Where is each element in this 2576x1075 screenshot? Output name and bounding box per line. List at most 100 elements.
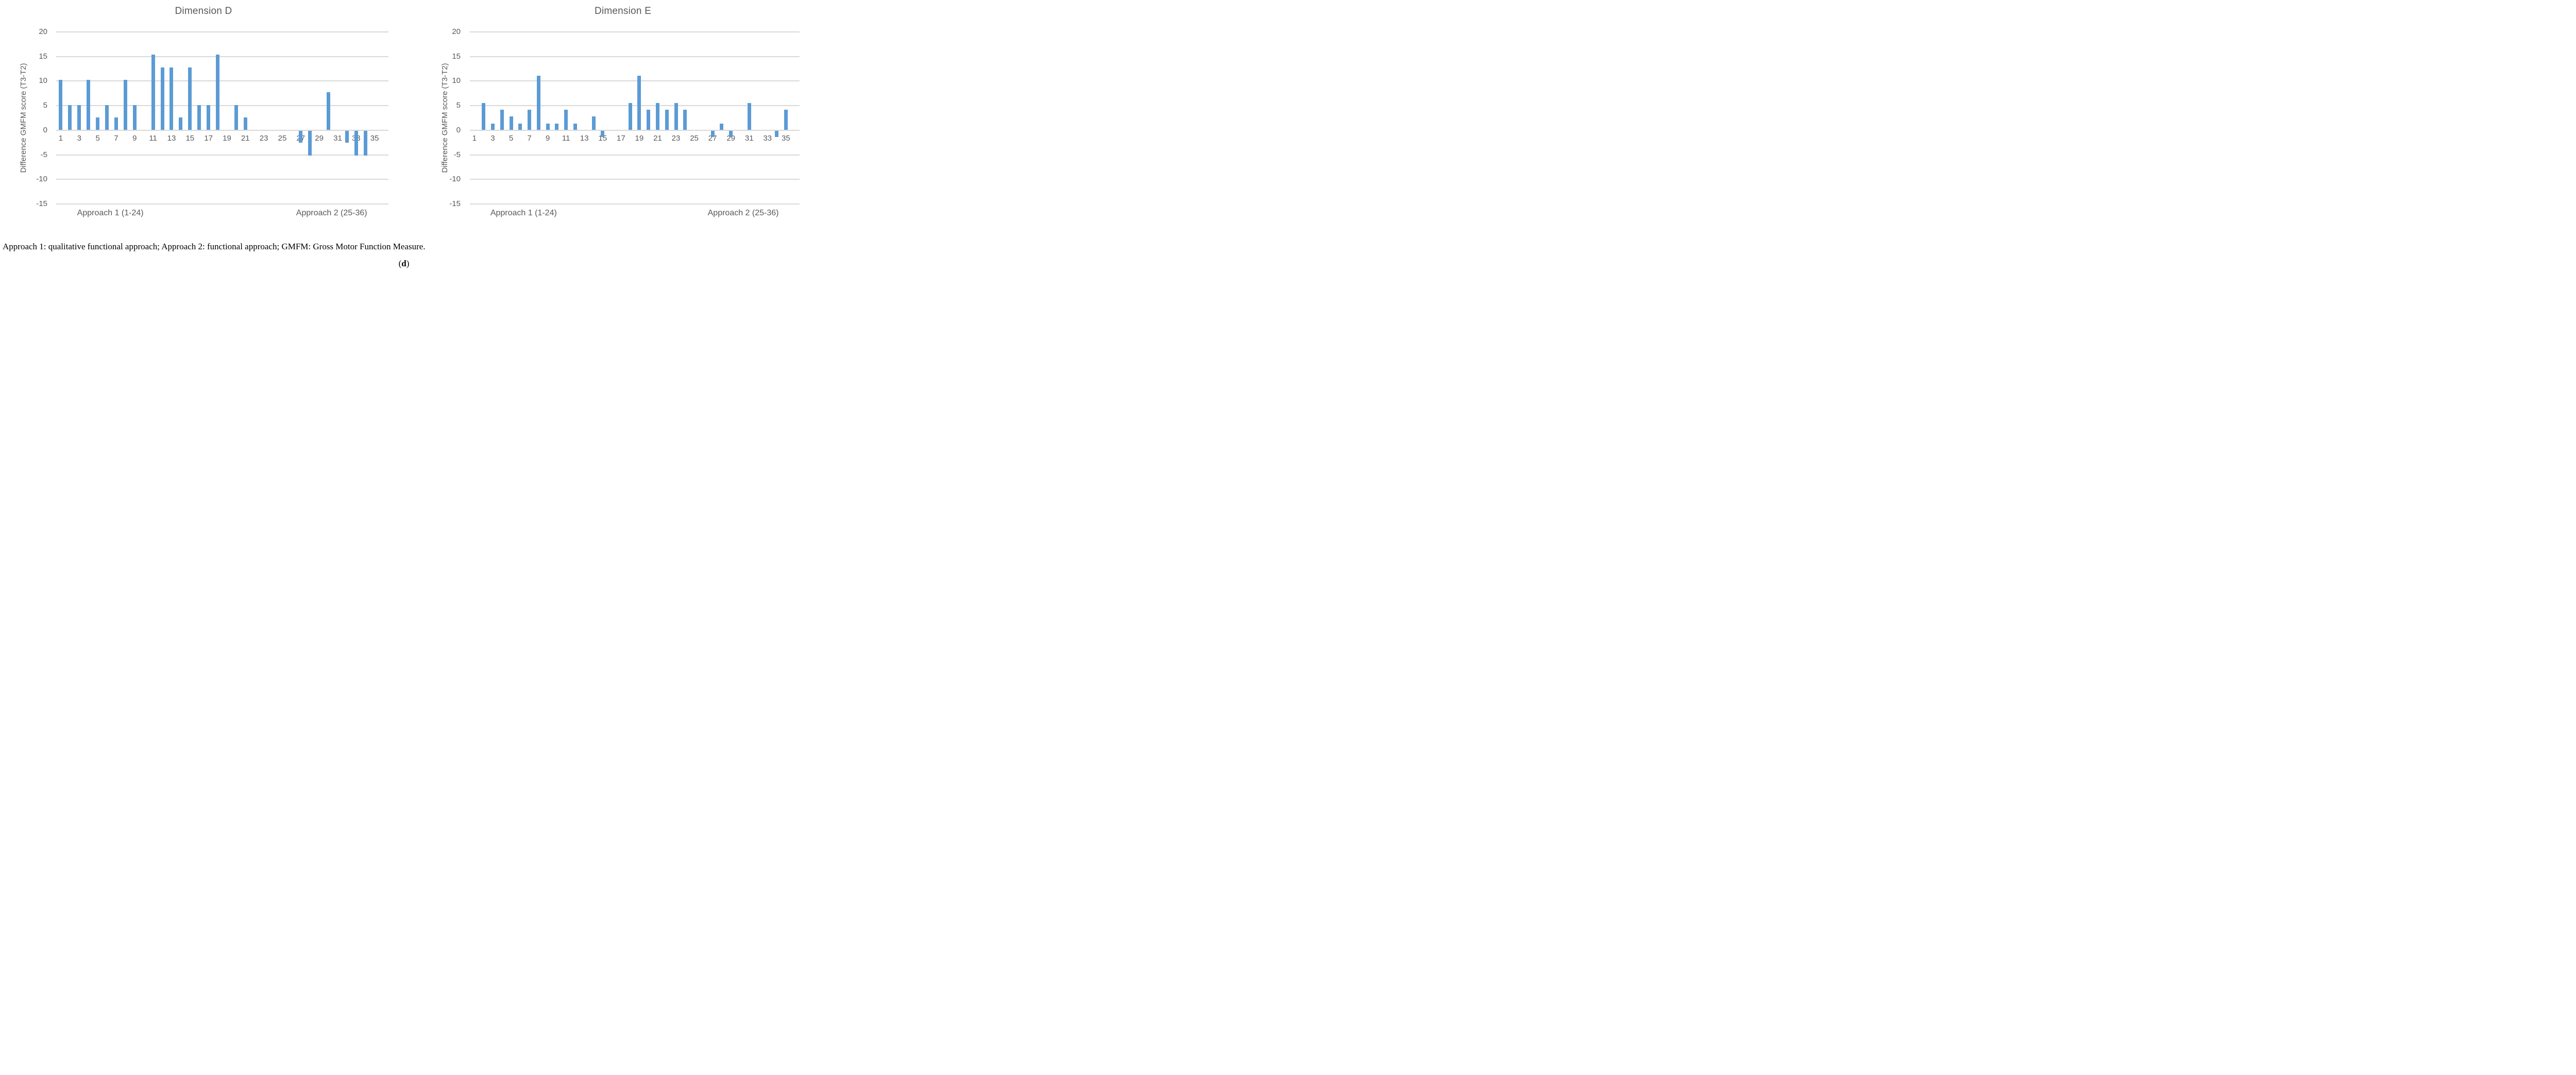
gridline-y-10 (56, 80, 388, 82)
bar-item-12 (573, 123, 577, 130)
bar-item-30 (327, 92, 331, 130)
bar-item-4 (500, 110, 504, 130)
y-tick-label: 20 (452, 27, 461, 36)
bar-item-9 (132, 105, 137, 130)
y-tick-label: 0 (43, 125, 47, 134)
y-tick-label: 20 (39, 27, 47, 36)
bar-item-20 (647, 110, 651, 130)
figure-caption: Approach 1: qualitative functional appro… (3, 242, 426, 251)
x-tick-label: 9 (132, 133, 137, 143)
bar-item-17 (207, 105, 211, 130)
panel-label-letter: d (401, 259, 406, 268)
bar-item-20 (234, 105, 238, 130)
bar-item-10 (555, 123, 559, 130)
chart-title: Dimension E (595, 6, 651, 16)
bar-item-3 (77, 105, 81, 130)
y-tick-label: -10 (449, 175, 461, 184)
x-tick-label: 19 (223, 133, 231, 143)
y-tick-label: -5 (40, 150, 47, 159)
bar-item-21 (243, 117, 247, 130)
bar-item-5 (509, 116, 513, 130)
bar-item-22 (665, 110, 669, 130)
y-tick-label: 5 (43, 101, 47, 110)
gridline-y-20 (56, 31, 388, 32)
bar-item-24 (683, 110, 687, 130)
x-tick-label: 15 (185, 133, 195, 143)
gridline-y--15 (56, 203, 388, 204)
bar-item-4 (87, 79, 91, 130)
x-tick-label: 27 (708, 133, 717, 143)
x-tick-label: 5 (509, 133, 514, 143)
bar-item-35 (784, 110, 788, 130)
plot-area: 20151050-5-10-15135791113151719212325272… (0, 0, 407, 233)
bar-item-28 (308, 130, 312, 156)
bar-item-19 (637, 75, 641, 130)
bar-item-6 (105, 105, 109, 130)
x-tick-label: 13 (167, 133, 176, 143)
x-tick-label: 23 (671, 133, 681, 143)
gridline-y--5 (56, 154, 388, 156)
y-tick-label: 10 (452, 76, 461, 86)
y-tick-label: -5 (453, 150, 461, 159)
x-tick-label: 35 (781, 133, 790, 143)
bar-item-6 (518, 123, 522, 130)
gridline-y-20 (470, 31, 800, 32)
y-tick-label: 15 (39, 52, 47, 61)
x-group-label: Approach 1 (1-24) (490, 209, 557, 217)
x-group-label: Approach 1 (1-24) (77, 209, 144, 217)
bar-item-12 (160, 67, 164, 130)
bar-item-9 (546, 123, 550, 130)
y-tick-label: 0 (456, 125, 461, 134)
x-tick-label: 7 (114, 133, 118, 143)
bar-item-5 (96, 117, 100, 130)
panel-label: (d) (0, 259, 808, 269)
y-tick-label: 5 (456, 101, 461, 110)
y-tick-label: -15 (36, 199, 47, 208)
x-tick-label: 15 (598, 133, 607, 143)
x-tick-label: 9 (545, 133, 550, 143)
figure-panel-d: Dimension D Difference GMFM score (T3-T2… (0, 0, 808, 276)
x-tick-label: 11 (149, 133, 157, 143)
x-tick-label: 29 (726, 133, 735, 143)
chart-dimension-e: Dimension E Difference GMFM score (T3-T2… (438, 0, 808, 233)
gridline-y-0 (56, 129, 388, 131)
bar-item-34 (363, 130, 367, 156)
bar-item-8 (536, 75, 540, 130)
y-tick-label: 10 (39, 76, 47, 86)
bar-item-18 (628, 103, 632, 130)
x-tick-label: 5 (95, 133, 100, 143)
x-tick-label: 21 (241, 133, 250, 143)
gridline-y--15 (470, 203, 800, 204)
panel-label-open: ( (398, 259, 402, 268)
y-tick-label: 15 (452, 52, 461, 61)
bar-item-27 (710, 130, 715, 138)
bar-item-15 (188, 67, 192, 130)
bar-item-14 (179, 117, 183, 130)
bar-item-15 (601, 130, 605, 138)
chart-dimension-d: Dimension D Difference GMFM score (T3-T2… (0, 0, 407, 233)
bar-item-11 (564, 110, 568, 130)
x-tick-label: 1 (472, 133, 477, 143)
x-tick-label: 33 (763, 133, 772, 143)
x-tick-label: 11 (562, 133, 570, 143)
gridline-y-15 (470, 56, 800, 57)
bar-item-28 (720, 123, 724, 130)
x-tick-label: 3 (490, 133, 495, 143)
x-tick-label: 1 (58, 133, 63, 143)
gridline-y--5 (470, 154, 800, 156)
y-tick-label: -15 (449, 199, 461, 208)
bar-item-7 (114, 117, 118, 130)
x-tick-label: 7 (527, 133, 532, 143)
x-group-label: Approach 2 (25-36) (707, 209, 779, 217)
x-tick-label: 3 (77, 133, 81, 143)
x-tick-label: 17 (204, 133, 213, 143)
gridline-y-15 (56, 56, 388, 57)
bar-item-33 (354, 130, 358, 156)
bar-item-3 (490, 123, 495, 130)
bar-item-2 (482, 103, 486, 130)
bar-item-31 (747, 103, 751, 130)
bar-item-16 (197, 105, 201, 130)
bar-item-13 (170, 67, 174, 130)
chart-title: Dimension D (175, 6, 232, 16)
